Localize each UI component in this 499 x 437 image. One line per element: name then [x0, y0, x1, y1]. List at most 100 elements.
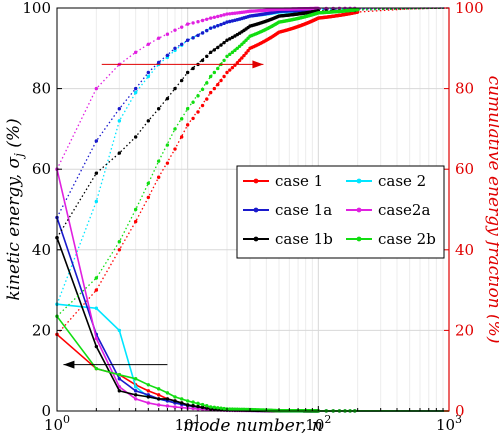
x-axis-label: mode number, n — [183, 416, 323, 436]
cumulative-point — [185, 70, 190, 75]
cumulative-point — [179, 78, 184, 83]
cumulative-point — [212, 48, 217, 52]
left-tick-label: 80 — [32, 80, 51, 98]
cumulative-point — [225, 20, 229, 24]
cumulative-point — [179, 25, 184, 29]
cumulative-point — [179, 42, 184, 46]
energy-point — [196, 401, 200, 406]
left-axis-label: kinetic energy, σj (%) — [4, 118, 26, 300]
energy-point — [117, 328, 122, 333]
arrow-right-head — [252, 60, 264, 69]
cumulative-point — [219, 22, 223, 27]
cumulative-point — [237, 44, 242, 48]
cumulative-point — [185, 38, 190, 42]
cumulative-point — [94, 199, 99, 204]
cumulative-point — [246, 49, 250, 53]
cumulative-point — [208, 74, 213, 79]
energy-point — [173, 395, 177, 399]
energy-point — [117, 373, 122, 377]
cumulative-point — [222, 40, 226, 45]
energy-point — [165, 404, 170, 408]
cumulative-point — [200, 31, 205, 35]
cumulative-point — [233, 48, 237, 53]
cumulative-point — [225, 12, 229, 16]
cumulative-point — [230, 65, 235, 70]
cumulative-point — [228, 68, 232, 72]
energy-point — [146, 395, 151, 399]
cumulative-point — [191, 66, 195, 71]
cumulative-point — [216, 82, 220, 87]
legend-marker — [356, 236, 362, 242]
energy-point — [173, 405, 177, 409]
energy-point — [133, 389, 138, 393]
cumulative-point — [173, 127, 177, 131]
cumulative-point — [216, 24, 220, 28]
cumulative-point — [228, 19, 232, 24]
cumulative-point — [200, 87, 205, 92]
cumulative-point — [133, 219, 138, 224]
energy-point — [228, 407, 232, 411]
energy-point — [200, 405, 205, 410]
cumulative-point — [240, 56, 244, 60]
energy-point — [191, 406, 195, 411]
cumulative-point — [117, 107, 122, 111]
cumulative-point — [173, 147, 177, 151]
energy-point — [179, 405, 184, 410]
legend-marker — [253, 207, 259, 213]
cumulative-point — [205, 17, 209, 21]
energy-point — [222, 406, 226, 411]
right-tick-label: 100 — [455, 0, 484, 17]
energy-point — [191, 404, 195, 408]
cumulative-point — [208, 26, 213, 30]
cumulative-point — [191, 116, 195, 121]
cumulative-point — [230, 35, 235, 40]
cumulative-point — [94, 288, 99, 292]
cumulative-point — [219, 43, 223, 47]
cumulative-point — [200, 58, 205, 63]
energy-point — [185, 399, 190, 403]
energy-point — [146, 389, 151, 393]
arrow-left-head — [63, 360, 75, 369]
cumulative-point — [205, 81, 209, 85]
cumulative-point — [225, 38, 229, 42]
energy-point — [179, 401, 184, 405]
cumulative-point — [173, 86, 177, 91]
energy-point — [133, 377, 138, 381]
energy-point — [133, 397, 138, 401]
cumulative-point — [216, 14, 220, 19]
cumulative-point — [156, 60, 161, 65]
legend-marker — [253, 178, 259, 184]
right-tick-label: 20 — [455, 321, 474, 339]
cumulative-point — [191, 36, 195, 40]
cumulative-point — [219, 78, 223, 83]
legend-entry-label: case 2 — [378, 172, 426, 190]
energy-point — [196, 404, 200, 409]
cumulative-point — [242, 53, 246, 58]
legend-entry-label: case 1a — [275, 201, 332, 219]
cumulative-point — [173, 28, 177, 32]
cumulative-point — [228, 52, 232, 57]
cumulative-point — [212, 15, 217, 19]
cumulative-point — [222, 21, 226, 26]
cumulative-point — [222, 58, 226, 63]
energy-point — [117, 389, 122, 393]
cumulative-point — [117, 119, 122, 123]
legend-marker — [356, 207, 362, 213]
cumulative-point — [205, 28, 209, 33]
cumulative-point — [355, 7, 360, 12]
energy-point — [212, 405, 217, 410]
legend-box — [236, 165, 445, 259]
cumulative-point — [94, 171, 99, 175]
legend-entry-label: case2a — [378, 201, 430, 219]
cumulative-point — [212, 25, 217, 29]
cumulative-point — [205, 54, 209, 59]
energy-point — [205, 404, 209, 408]
cumulative-point — [117, 151, 122, 155]
cumulative-point — [179, 117, 184, 121]
energy-point — [94, 344, 99, 349]
energy-point — [117, 377, 122, 381]
cumulative-point — [165, 96, 170, 101]
cumulative-point — [165, 32, 170, 36]
cumulative-point — [208, 50, 213, 55]
